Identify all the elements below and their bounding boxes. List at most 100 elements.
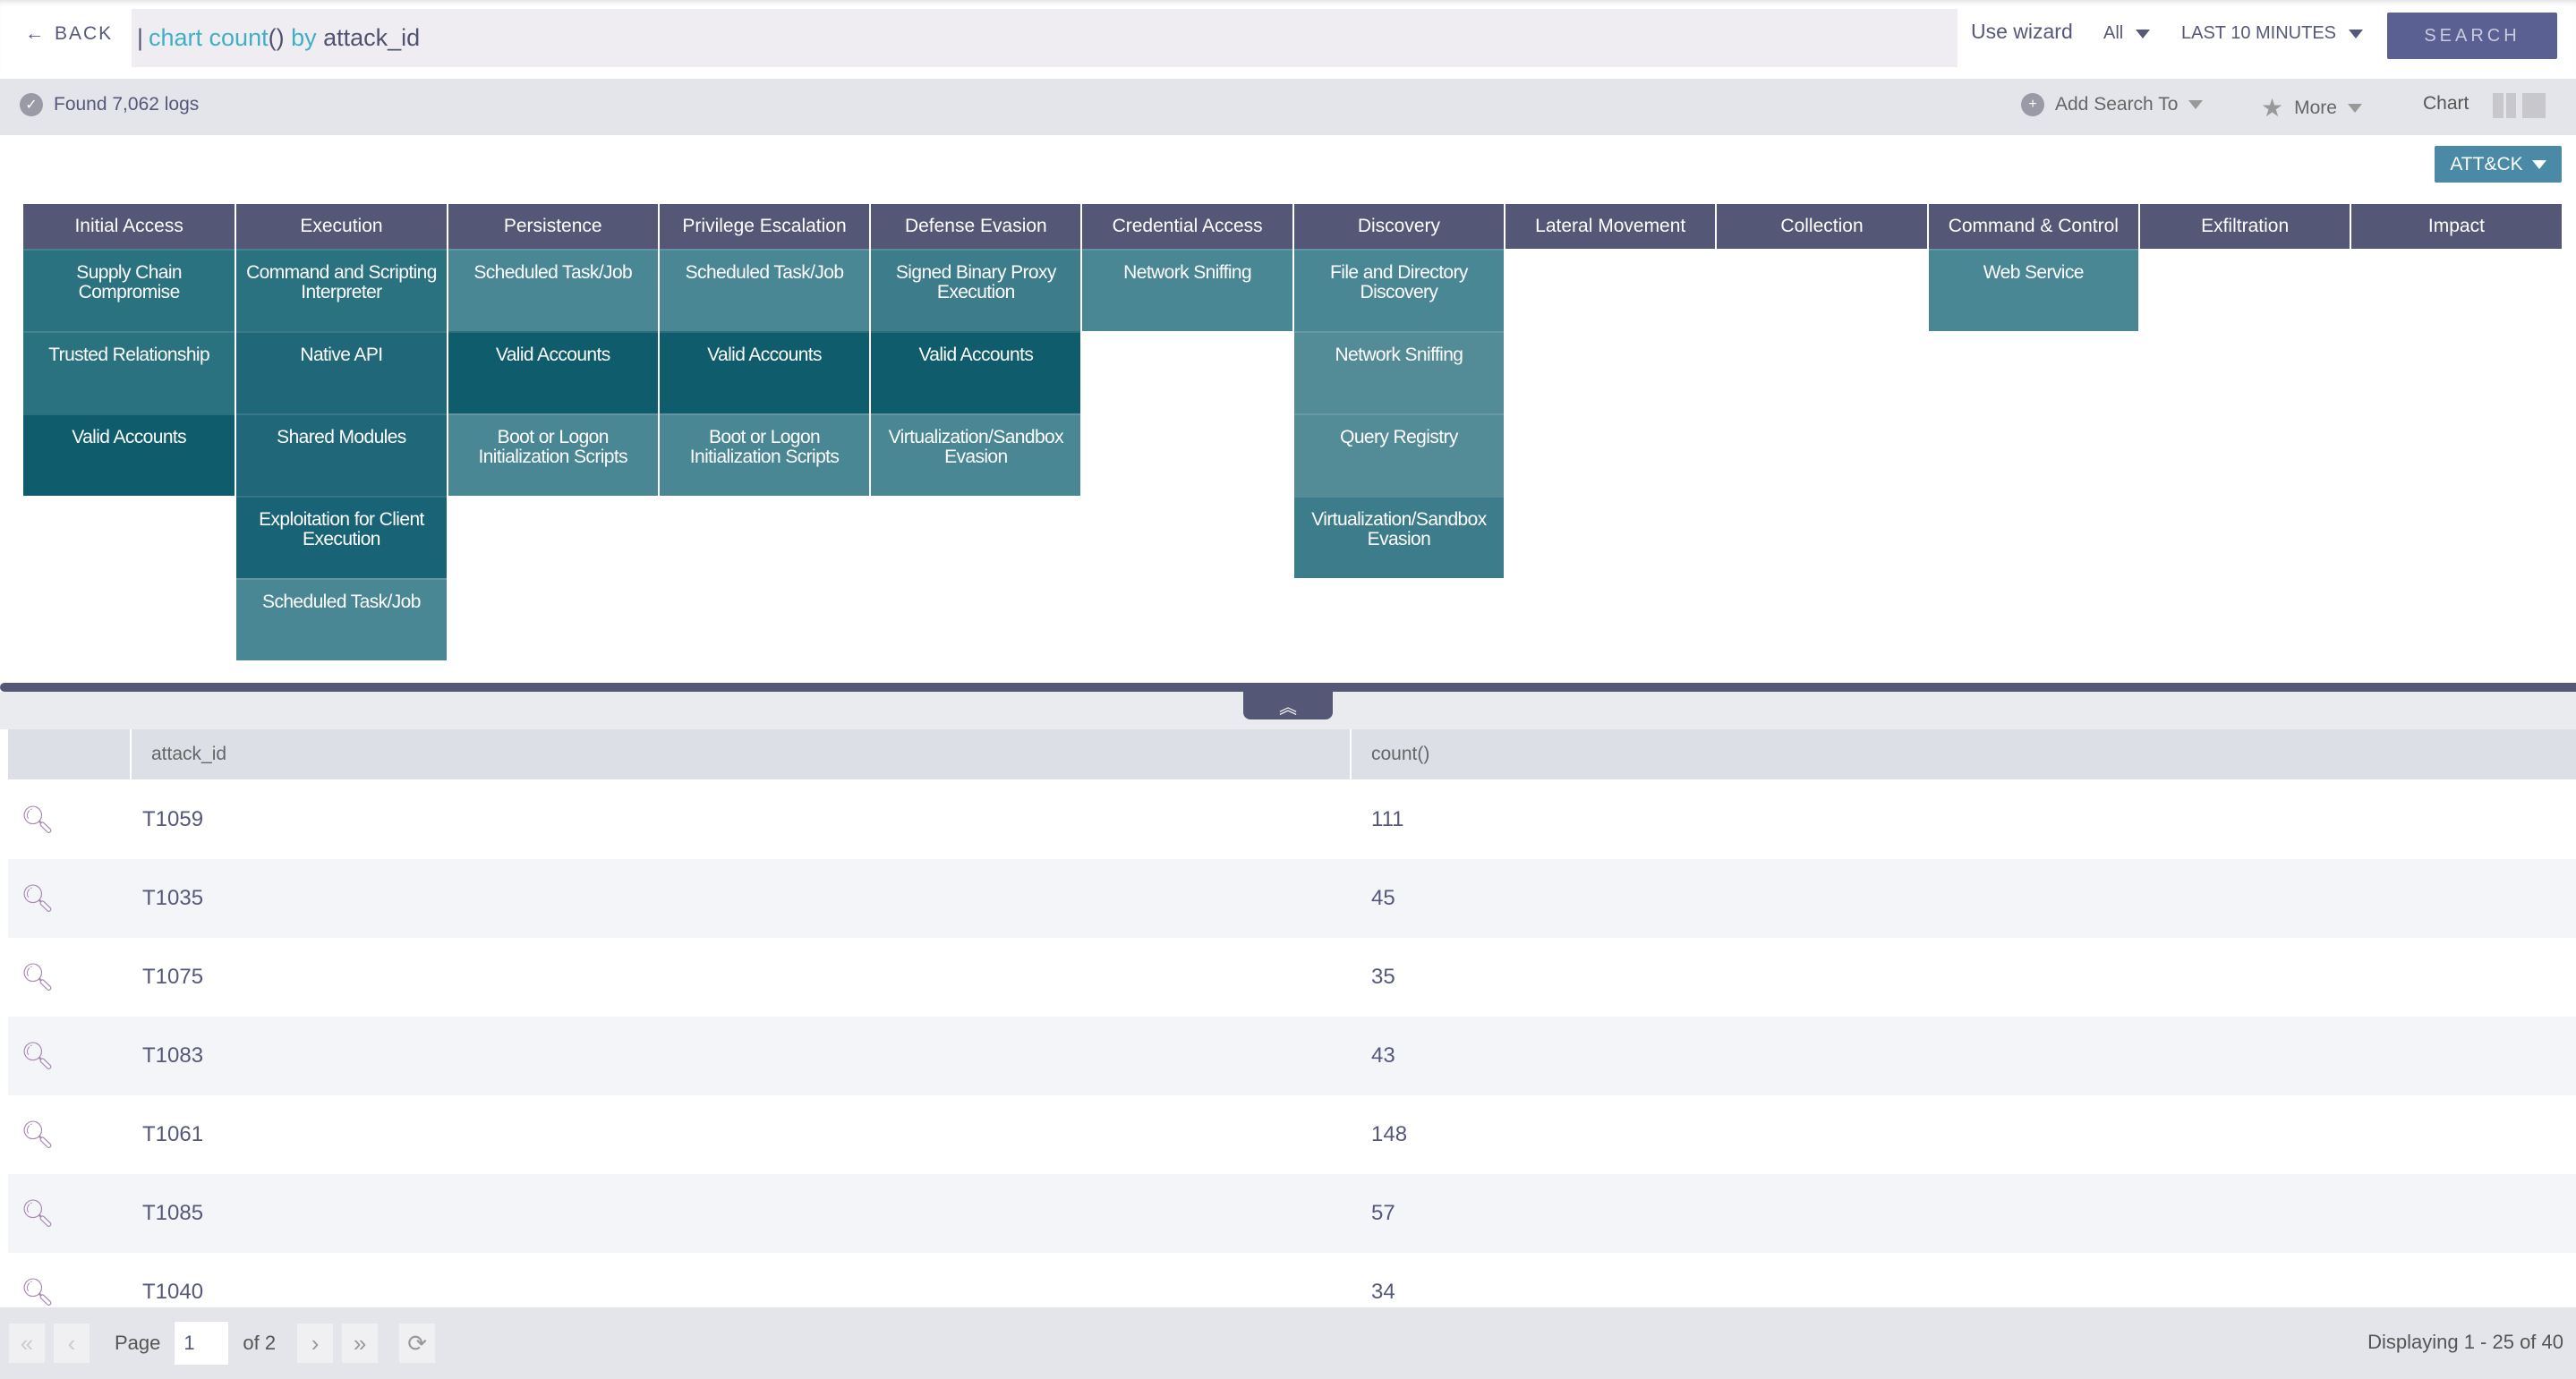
tactic-column: Persistence Scheduled Task/Job Valid Accou… [446, 204, 658, 660]
technique-label: Command and Scripting Interpreter [246, 262, 437, 302]
attack-framework-select[interactable]: ATT&CK [2435, 146, 2562, 183]
collapse-handle[interactable]: ︽ [1243, 691, 1333, 719]
technique-cell[interactable]: Scheduled Task/Job [448, 249, 658, 331]
more-button[interactable]: ★ More [2261, 93, 2362, 123]
technique-cell[interactable]: Scheduled Task/Job [236, 578, 447, 660]
table-row: 🔍︎ T1061 148 [8, 1095, 2576, 1174]
plus-circle-icon: + [2021, 93, 2044, 116]
technique-cell[interactable]: Signed Binary Proxy Execution [871, 249, 1081, 331]
technique-cell[interactable]: Trusted Relationship [23, 331, 235, 413]
search-icon[interactable]: 🔍︎ [21, 1119, 55, 1150]
caret-down-icon [2347, 103, 2362, 113]
technique-label: Trusted Relationship [48, 345, 210, 365]
technique-cell[interactable]: Native API [236, 331, 447, 413]
tactic-column: Command & Control Web Service [1926, 204, 2138, 660]
tactic-header[interactable]: Initial Access [23, 204, 235, 249]
technique-label: Shared Modules [277, 427, 406, 447]
tactic-column: Exfiltration [2137, 204, 2350, 660]
count-cell: 57 [1371, 1201, 1395, 1225]
displaying-range: Displaying 1 - 25 of 40 [2367, 1331, 2563, 1353]
tactic-header[interactable]: Discovery [1293, 204, 1505, 249]
count-cell: 34 [1371, 1280, 1395, 1304]
technique-cell[interactable]: Scheduled Task/Job [659, 249, 870, 331]
add-search-to-button[interactable]: + Add Search To [2021, 93, 2204, 116]
technique-cell[interactable]: Valid Accounts [871, 331, 1081, 413]
tactic-header[interactable]: Defense Evasion [871, 204, 1081, 249]
technique-cell[interactable]: File and Directory Discovery [1293, 249, 1505, 331]
last-page-button[interactable]: » [342, 1324, 379, 1363]
search-icon[interactable]: 🔍︎ [21, 962, 55, 992]
chevron-double-up-icon: ︽ [1279, 697, 1297, 718]
search-icon[interactable]: 🔍︎ [21, 883, 55, 914]
technique-cell[interactable]: Exploitation for Client Execution [236, 496, 447, 578]
prev-page-button[interactable]: ‹ [54, 1324, 90, 1363]
technique-label: Scheduled Task/Job [262, 592, 421, 612]
tactic-header[interactable]: Exfiltration [2139, 204, 2350, 249]
technique-cell[interactable]: Boot or Logon Initialization Scripts [448, 413, 658, 496]
tactic-header[interactable]: Collection [1717, 204, 1927, 249]
technique-cell[interactable]: Command and Scripting Interpreter [236, 249, 447, 331]
query-input[interactable]: | chart count() by attack_id [132, 9, 1958, 67]
technique-cell[interactable]: Virtualization/Sandbox Evasion [1293, 496, 1505, 578]
column-header-attack-id[interactable]: attack_id [132, 729, 1352, 779]
tactic-header[interactable]: Impact [2351, 204, 2562, 249]
technique-cell[interactable]: Boot or Logon Initialization Scripts [659, 413, 870, 496]
next-page-button[interactable]: › [297, 1324, 334, 1363]
page-label: Page [115, 1332, 161, 1354]
search-icon[interactable]: 🔍︎ [21, 804, 55, 835]
tactic-header[interactable]: Privilege Escalation [659, 204, 870, 249]
full-view-icon[interactable] [2522, 93, 2546, 118]
refresh-icon[interactable]: ⟳ [399, 1324, 436, 1363]
results-table: 🔍︎ T1059 111 🔍︎ T1035 45 🔍︎ T1075 35 🔍︎ T1083 43 🔍︎ T… [8, 780, 2576, 1307]
technique-cell[interactable]: Query Registry [1293, 413, 1505, 496]
caret-down-icon [2349, 29, 2364, 38]
technique-label: File and Directory Discovery [1330, 262, 1468, 302]
technique-label: Network Sniffing [1335, 345, 1463, 365]
tactic-column: Impact [2350, 204, 2562, 660]
count-cell: 111 [1371, 807, 1404, 831]
panel-splitter[interactable] [0, 683, 2576, 692]
attack-id-cell: T1075 [142, 965, 204, 989]
pagination-bar: « ‹ Page of 2 › » ⟳ Displaying 1 - 25 of… [0, 1307, 2576, 1379]
first-page-button[interactable]: « [9, 1324, 45, 1363]
technique-label: Network Sniffing [1123, 262, 1252, 283]
tactic-column: Credential Access Network Sniffing [1080, 204, 1292, 660]
technique-cell[interactable]: Web Service [1928, 249, 2138, 331]
search-icon[interactable]: 🔍︎ [21, 1198, 55, 1229]
tactic-column: Initial Access Supply Chain Compromise Tru… [23, 204, 235, 660]
status-bar [0, 79, 2576, 135]
technique-label: Valid Accounts [918, 345, 1034, 365]
technique-label: Valid Accounts [495, 345, 610, 365]
search-button[interactable]: SEARCH [2387, 13, 2557, 59]
technique-cell[interactable]: Valid Accounts [448, 331, 658, 413]
star-icon: ★ [2261, 94, 2284, 122]
page-number-input[interactable] [175, 1322, 229, 1365]
count-cell: 148 [1371, 1122, 1408, 1146]
tactic-header[interactable]: Command & Control [1928, 204, 2138, 249]
source-select[interactable]: All [2103, 23, 2151, 44]
technique-cell[interactable]: Valid Accounts [659, 331, 870, 413]
tactic-header[interactable]: Credential Access [1082, 204, 1292, 249]
found-logs-status: ✓ Found 7,062 logs [20, 93, 199, 116]
tactic-column: Discovery File and Directory Discovery Net… [1292, 204, 1505, 660]
time-range-select[interactable]: LAST 10 MINUTES [2181, 23, 2364, 44]
search-icon[interactable]: 🔍︎ [21, 1041, 55, 1071]
back-button[interactable]: ← BACK [25, 23, 114, 44]
tactic-header[interactable]: Execution [236, 204, 447, 249]
column-header-count[interactable]: count() [1371, 744, 1430, 764]
technique-cell[interactable]: Network Sniffing [1082, 249, 1292, 331]
technique-label: Valid Accounts [72, 427, 187, 447]
tactic-header[interactable]: Lateral Movement [1506, 204, 1716, 249]
technique-cell[interactable]: Network Sniffing [1293, 331, 1505, 413]
technique-cell[interactable]: Valid Accounts [23, 413, 235, 496]
split-view-icon[interactable] [2493, 93, 2516, 118]
technique-cell[interactable]: Shared Modules [236, 413, 447, 496]
attack-id-cell: T1040 [142, 1280, 204, 1304]
technique-label: Valid Accounts [707, 345, 822, 365]
tactic-header[interactable]: Persistence [448, 204, 658, 249]
attack-id-cell: T1085 [142, 1201, 204, 1225]
technique-cell[interactable]: Virtualization/Sandbox Evasion [871, 413, 1081, 496]
search-icon[interactable]: 🔍︎ [21, 1277, 55, 1307]
technique-cell[interactable]: Supply Chain Compromise [23, 249, 235, 331]
use-wizard-link[interactable]: Use wizard [1971, 20, 2073, 43]
